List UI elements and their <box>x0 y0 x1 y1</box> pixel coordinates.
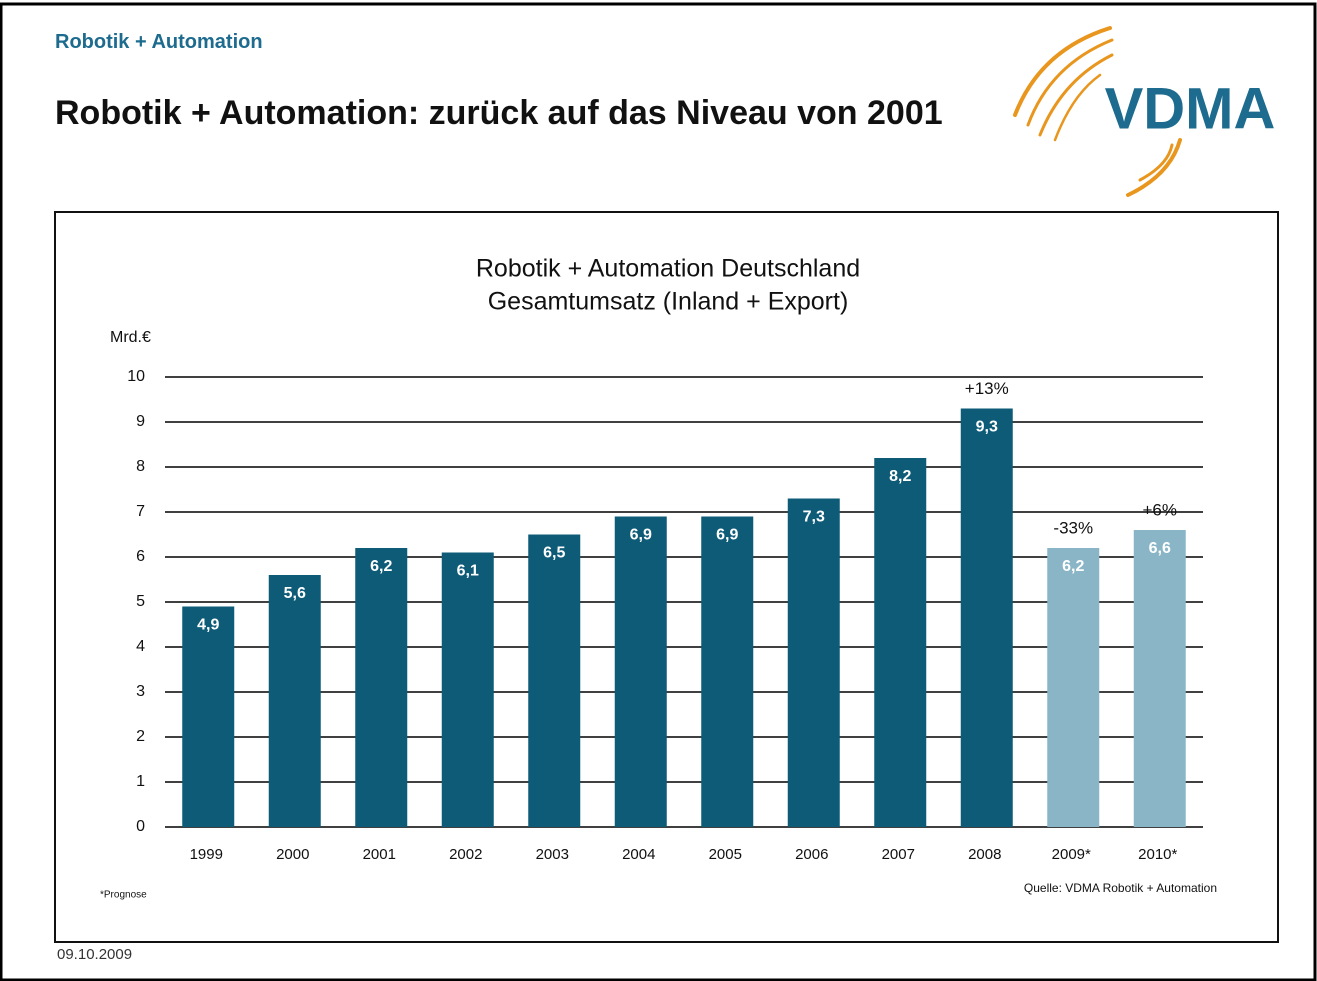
y-tick-label: 8 <box>136 458 145 475</box>
annotation: +6% <box>1143 500 1178 519</box>
x-tick-label: 2009* <box>1052 846 1091 863</box>
bar <box>182 606 235 827</box>
x-tick-label: 2002 <box>449 846 482 863</box>
bar <box>787 498 840 827</box>
value-label: 6,5 <box>543 545 565 562</box>
y-tick-label: 6 <box>136 548 145 565</box>
x-tick-label: 2010* <box>1138 846 1177 863</box>
x-tick-label: 2001 <box>363 846 396 863</box>
date: 09.10.2009 <box>57 946 133 963</box>
y-tick-label: 9 <box>136 413 145 430</box>
value-label: 6,9 <box>630 527 652 544</box>
value-label: 6,6 <box>1149 540 1171 557</box>
bar <box>1133 530 1186 827</box>
x-tick-label: 2003 <box>536 846 569 863</box>
value-label: 6,2 <box>370 558 392 575</box>
source: Quelle: VDMA Robotik + Automation <box>1024 881 1217 895</box>
annotation: +13% <box>965 379 1009 398</box>
bar <box>614 516 667 827</box>
value-label: 6,9 <box>716 527 738 544</box>
bar <box>355 548 408 827</box>
slide-title: Robotik + Automation: zurück auf das Niv… <box>55 94 943 132</box>
bar <box>701 516 754 827</box>
y-tick-label: 10 <box>127 368 145 385</box>
y-tick-label: 1 <box>136 773 145 790</box>
bar <box>874 458 927 827</box>
y-tick-label: 7 <box>136 503 145 520</box>
x-tick-label: 2008 <box>968 846 1001 863</box>
chart-title: Robotik + Automation Deutschland <box>476 255 860 283</box>
logo-arcs <box>1013 26 1182 197</box>
chart-subtitle: Gesamtumsatz (Inland + Export) <box>488 288 849 316</box>
logo-text: VDMA <box>1105 76 1276 141</box>
bar <box>960 408 1013 827</box>
y-tick-label: 3 <box>136 683 145 700</box>
x-tick-label: 1999 <box>190 846 223 863</box>
annotation: -33% <box>1053 518 1093 537</box>
x-tick-label: 2004 <box>622 846 655 863</box>
chart-frame <box>54 211 1279 943</box>
bar <box>441 552 494 827</box>
x-tick-label: 2007 <box>882 846 915 863</box>
value-label: 9,3 <box>976 419 998 436</box>
value-label: 5,6 <box>284 585 306 602</box>
footnote: *Prognose <box>100 890 147 901</box>
bar <box>268 575 321 827</box>
x-tick-label: 2006 <box>795 846 828 863</box>
value-label: 8,2 <box>889 468 911 485</box>
header: Robotik + Automation <box>55 31 263 53</box>
y-axis-label: Mrd.€ <box>110 329 151 346</box>
x-tick-label: 2005 <box>709 846 742 863</box>
value-label: 6,1 <box>457 563 479 580</box>
value-label: 6,2 <box>1062 558 1084 575</box>
y-tick-label: 5 <box>136 593 145 610</box>
value-label: 4,9 <box>197 617 219 634</box>
y-tick-label: 0 <box>136 818 145 835</box>
y-tick-label: 4 <box>136 638 145 655</box>
y-tick-label: 2 <box>136 728 145 745</box>
bar <box>1047 548 1100 827</box>
value-label: 7,3 <box>803 509 825 526</box>
bar <box>528 534 581 827</box>
x-tick-label: 2000 <box>276 846 309 863</box>
